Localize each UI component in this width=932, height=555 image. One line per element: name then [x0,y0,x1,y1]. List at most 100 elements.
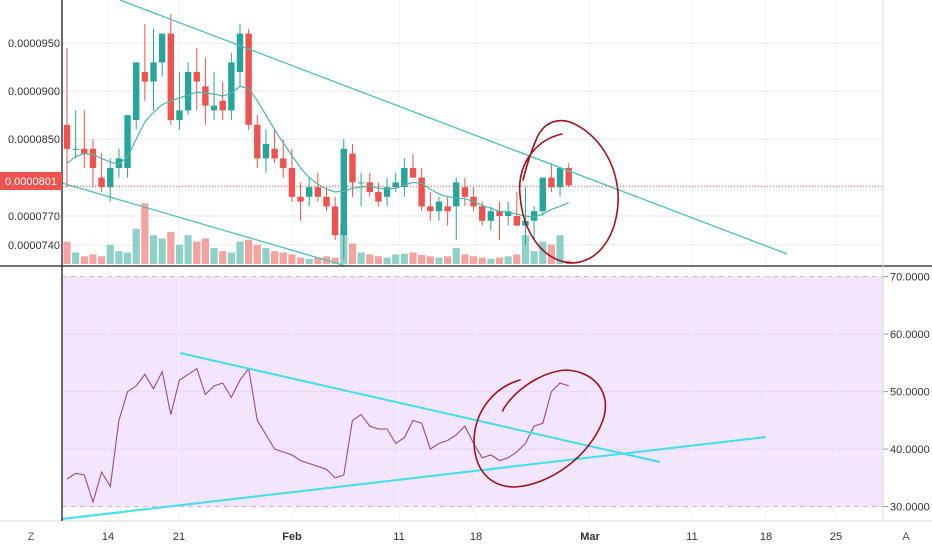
volume-bar [158,238,166,264]
candle-body[interactable] [210,105,218,111]
time-tick-label: Mar [580,531,600,543]
candle-body[interactable] [383,187,391,197]
volume-bar [132,228,140,264]
rsi-line[interactable] [66,367,569,504]
rsi-trendline-upper[interactable] [179,352,661,463]
candle-body[interactable] [418,177,425,207]
volume-bar [253,244,261,264]
volume-bar [521,235,530,264]
auto-scale-button[interactable]: A [902,531,910,543]
volume-bar [530,251,538,264]
candle-body[interactable] [280,158,287,168]
candle-body[interactable] [150,62,157,82]
rsi-tick-label: 30.0000 [890,502,930,514]
candle-body[interactable] [236,33,244,72]
volume-bar [98,256,106,264]
candle-body[interactable] [288,168,296,197]
candle-body[interactable] [202,86,209,106]
volume-bar [383,257,391,264]
candle-body[interactable] [357,182,365,184]
candle-body[interactable] [435,201,443,212]
candle-body[interactable] [72,148,79,150]
candle-body[interactable] [530,211,538,221]
volume-bar [288,254,296,264]
candle-body[interactable] [548,177,555,188]
volume-bar [409,252,417,264]
candle-body[interactable] [314,187,322,197]
candle-body[interactable] [366,182,373,192]
candle-body[interactable] [487,211,495,221]
rsi-tick-label: 50.0000 [890,387,930,399]
candle-body[interactable] [513,216,520,226]
candle-body[interactable] [133,62,140,120]
candle-body[interactable] [193,72,200,82]
volume-bar [331,257,339,264]
candle-body[interactable] [392,182,399,188]
candle-body[interactable] [89,148,97,168]
candle-body[interactable] [401,168,408,188]
time-tick-label: Feb [282,531,302,543]
candle-body[interactable] [556,168,564,188]
volume-bar [556,235,564,264]
candle-body[interactable] [297,196,304,202]
last-price-badge: 0.0000801 [0,172,62,190]
candle-body[interactable] [479,206,486,221]
candle-body[interactable] [219,100,226,111]
volume-bar [175,244,184,264]
volume-bar [184,235,192,264]
price-trendline-upper[interactable] [119,0,788,255]
volume-bar [149,235,158,264]
moving-average-line[interactable] [66,85,569,218]
volume-bar [400,253,408,264]
candle-body[interactable] [245,33,252,125]
candle-body[interactable] [444,206,451,212]
candle-body[interactable] [262,144,270,159]
volume-bar [435,257,443,264]
volume-bar [279,252,287,264]
volume-bar [193,241,201,264]
candle-body[interactable] [98,177,105,188]
candle-body[interactable] [271,148,278,159]
candle-body[interactable] [124,115,131,168]
candle-body[interactable] [349,153,356,183]
candle-body[interactable] [141,72,149,82]
price-trendline-lower[interactable] [61,182,347,267]
price-tick-label: 0.0000850 [8,134,60,146]
volume-bar [115,251,123,264]
time-tick-label: 25 [830,531,842,543]
candle-body[interactable] [409,168,417,178]
candle-body[interactable] [81,148,88,154]
candle-body[interactable] [453,182,460,207]
rsi-trendline-lower[interactable] [61,436,767,520]
candle-body[interactable] [115,158,123,168]
volume-bar [201,238,209,264]
volume-bar [305,258,313,264]
volume-bar [271,251,279,264]
volume-bar [444,256,452,264]
candle-body[interactable] [496,211,503,216]
candle-body[interactable] [167,33,174,120]
candle-body[interactable] [427,206,434,212]
time-tick-label: 18 [470,531,482,543]
time-tick-label: 21 [173,531,185,543]
candle-body[interactable] [228,62,235,111]
candle-body[interactable] [504,211,512,216]
candle-body[interactable] [461,187,469,197]
candle-body[interactable] [323,196,330,207]
candle-body[interactable] [158,33,166,63]
candle-body[interactable] [107,168,114,188]
candle-body[interactable] [184,72,192,111]
candle-body[interactable] [375,192,382,202]
candle-body[interactable] [340,148,347,236]
candle-body[interactable] [565,168,572,186]
candle-body[interactable] [539,177,546,212]
candle-body[interactable] [63,124,71,149]
candle-body[interactable] [176,110,183,120]
zoom-button[interactable]: Z [28,531,35,543]
candle-body[interactable] [306,187,313,197]
price-tick-label: 0.0000950 [8,38,60,50]
candle-body[interactable] [331,206,339,236]
candle-body[interactable] [254,124,261,159]
